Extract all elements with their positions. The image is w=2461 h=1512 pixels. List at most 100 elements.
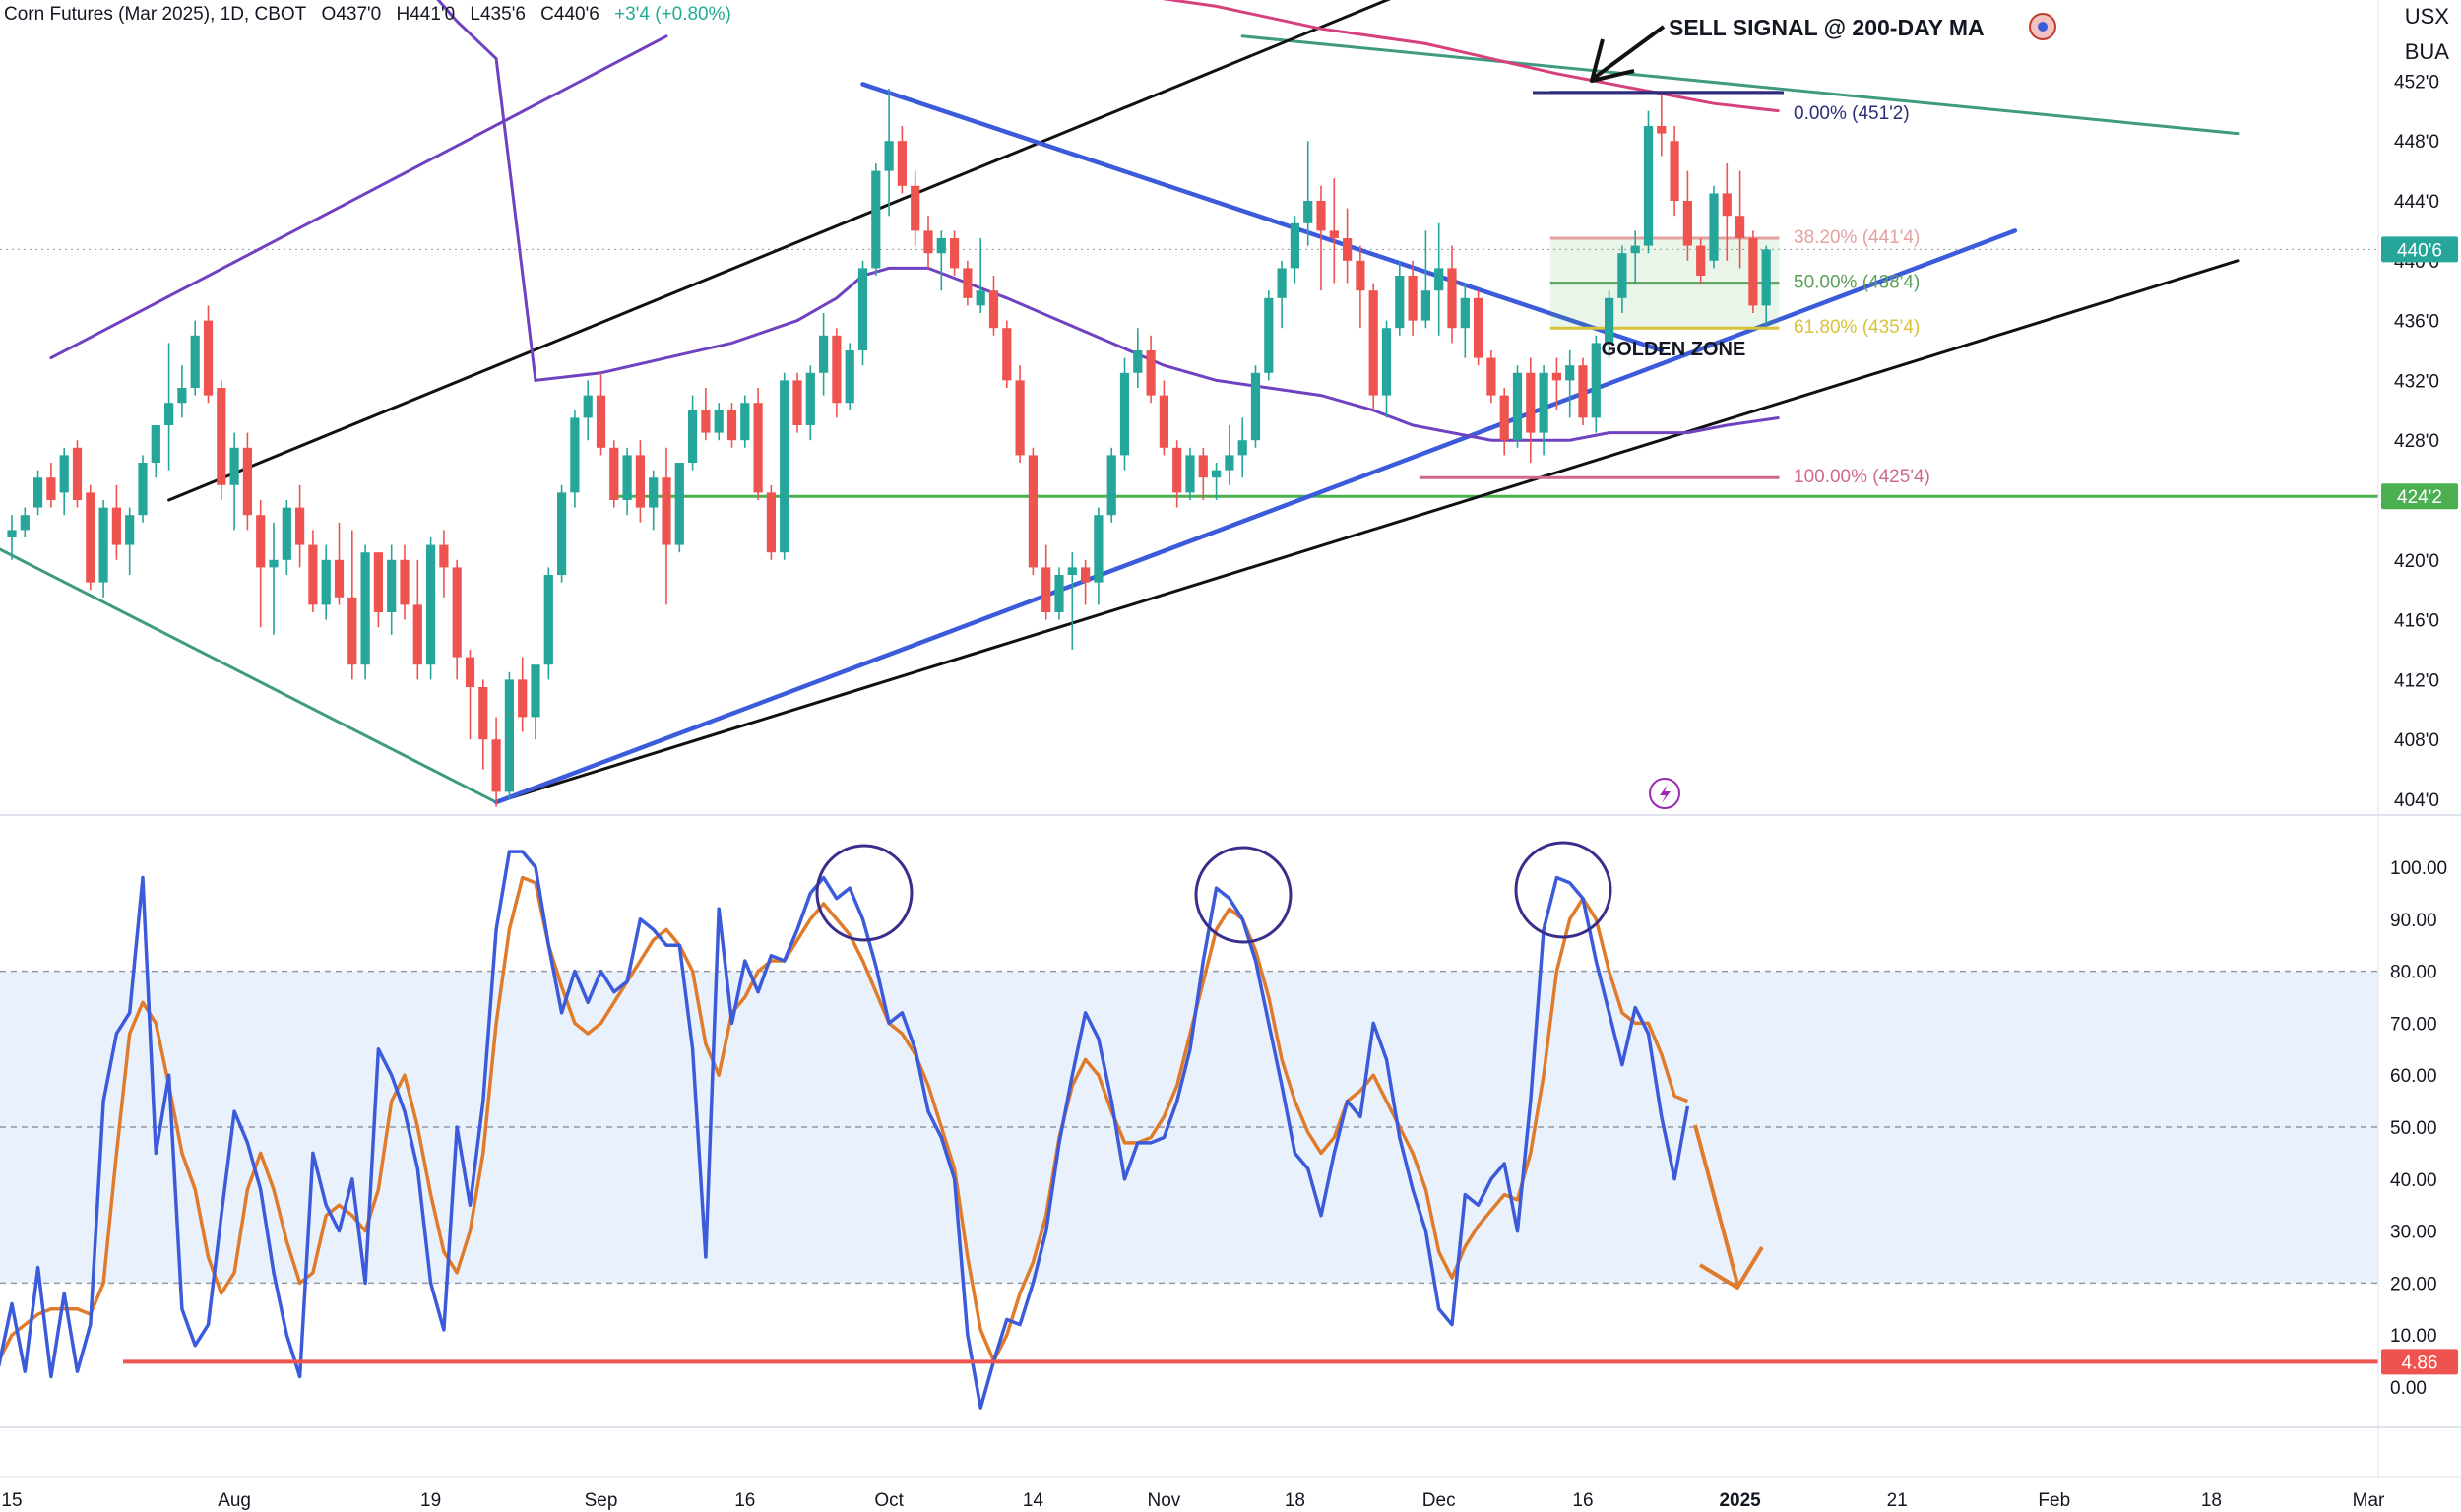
moving-average-50 bbox=[436, 0, 1780, 442]
candle-body bbox=[1303, 201, 1313, 223]
candle-body bbox=[164, 403, 174, 425]
candle-body bbox=[439, 544, 449, 568]
candle-body bbox=[1735, 216, 1745, 238]
candle-body bbox=[1408, 276, 1418, 321]
candle-body bbox=[662, 477, 671, 545]
candle-body bbox=[1512, 372, 1523, 441]
candle-body bbox=[766, 492, 776, 553]
symbol-unit[interactable]: BUA bbox=[2404, 39, 2449, 64]
candle-body bbox=[635, 455, 645, 508]
candle-body bbox=[203, 320, 214, 396]
candle-body bbox=[229, 447, 239, 485]
candle-body bbox=[256, 515, 266, 568]
candle-body bbox=[478, 687, 488, 740]
candle-body bbox=[1250, 372, 1261, 441]
sell-signal-arrowhead bbox=[1590, 38, 1635, 83]
candle-body bbox=[1277, 268, 1287, 298]
candle-body bbox=[46, 477, 56, 500]
candle-body bbox=[20, 515, 30, 531]
candle-body bbox=[976, 290, 985, 306]
price-badge-text: 424'2 bbox=[2397, 487, 2442, 508]
candle-body bbox=[570, 417, 580, 493]
candle-body bbox=[1447, 268, 1457, 329]
candle-body bbox=[897, 141, 907, 186]
candle-body bbox=[988, 290, 999, 329]
candle-body bbox=[7, 530, 17, 537]
candle-body bbox=[1395, 276, 1405, 329]
peak-circle bbox=[1514, 841, 1612, 939]
price-tick: 428'0 bbox=[2394, 431, 2439, 452]
stoch-k-line bbox=[0, 850, 1690, 1410]
channel-purple-upper bbox=[49, 34, 668, 360]
candle-body bbox=[1630, 245, 1640, 254]
price-tick: 432'0 bbox=[2394, 371, 2439, 392]
price-badge bbox=[2381, 483, 2458, 510]
candle-body bbox=[400, 559, 410, 605]
candle-body bbox=[1094, 515, 1104, 583]
price-tick: 436'0 bbox=[2394, 312, 2439, 333]
price-tick: 416'0 bbox=[2394, 611, 2439, 632]
candle-body bbox=[726, 410, 737, 441]
stoch-badge-text: 4.86 bbox=[2402, 1353, 2438, 1373]
price-tick: 404'0 bbox=[2394, 790, 2439, 811]
candle-body bbox=[1041, 567, 1051, 612]
candle-body bbox=[347, 597, 357, 665]
stoch-band bbox=[0, 971, 2378, 1284]
candle-body bbox=[1670, 141, 1679, 201]
candle-body bbox=[805, 372, 815, 425]
candle-body bbox=[714, 410, 724, 433]
chart-header: Corn Futures (Mar 2025), 1D, CBOT O437'0… bbox=[4, 4, 741, 26]
channel-blue-lower bbox=[493, 228, 2018, 805]
stoch-tick: 100.00 bbox=[2390, 858, 2447, 879]
candle-body bbox=[1264, 297, 1274, 373]
candle-body bbox=[242, 447, 252, 516]
candle-body bbox=[1316, 201, 1326, 231]
candle-body bbox=[1067, 567, 1077, 575]
candle-body bbox=[452, 567, 462, 658]
candle-body bbox=[518, 679, 528, 718]
candle-body bbox=[426, 544, 436, 665]
candles bbox=[7, 89, 1771, 807]
candle-body bbox=[1106, 455, 1116, 516]
candle-body bbox=[1761, 249, 1771, 306]
peak-circle bbox=[1194, 846, 1293, 944]
trendline-green-lower bbox=[0, 547, 498, 804]
alert-icon-dot bbox=[2038, 22, 2048, 32]
candle-body bbox=[177, 388, 187, 404]
candle-body bbox=[1133, 350, 1143, 373]
candle-body bbox=[1381, 328, 1392, 396]
candle-body bbox=[1578, 365, 1588, 418]
price-tick: 412'0 bbox=[2394, 670, 2439, 691]
stoch-tick: 20.00 bbox=[2390, 1274, 2437, 1294]
time-tick: Aug bbox=[218, 1490, 251, 1511]
time-tick: 21 bbox=[1887, 1490, 1908, 1511]
time-tick: 18 bbox=[1285, 1490, 1305, 1511]
time-tick: Nov bbox=[1148, 1490, 1181, 1511]
candle-body bbox=[360, 552, 370, 665]
candle-body bbox=[1617, 253, 1627, 298]
candle-body bbox=[1551, 372, 1561, 381]
symbol-code[interactable]: USX bbox=[2404, 4, 2449, 29]
candle-body bbox=[1591, 343, 1601, 418]
sell-signal-label: SELL SIGNAL @ 200-DAY MA bbox=[1669, 15, 1985, 40]
candle-body bbox=[412, 604, 422, 665]
candle-body bbox=[295, 507, 305, 545]
candle-body bbox=[98, 507, 108, 583]
candle-body bbox=[622, 455, 632, 500]
candle-body bbox=[1696, 245, 1706, 276]
candle-body bbox=[321, 559, 331, 605]
forecast-arrow bbox=[1693, 1124, 1740, 1289]
candle-body bbox=[1054, 575, 1064, 612]
fib-level-label: 0.00% (451'2) bbox=[1794, 103, 1910, 124]
candle-body bbox=[491, 739, 501, 792]
stoch-badge bbox=[2381, 1349, 2458, 1375]
candle-body bbox=[1565, 365, 1575, 381]
stoch-tick: 90.00 bbox=[2390, 911, 2437, 931]
candle-body bbox=[740, 403, 750, 441]
candle-body bbox=[688, 410, 698, 463]
stoch-tick: 80.00 bbox=[2390, 963, 2437, 983]
candle-body bbox=[557, 492, 567, 575]
candle-body bbox=[674, 463, 684, 545]
candle-body bbox=[1290, 222, 1299, 269]
